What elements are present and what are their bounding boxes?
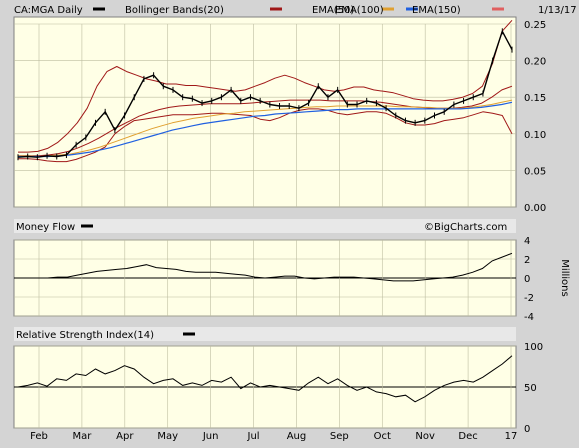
- month-label: May: [157, 431, 178, 442]
- bollinger-upper-line: [18, 19, 513, 153]
- month-label: Oct: [374, 431, 391, 442]
- rsi-title-bar: [14, 327, 516, 341]
- rsi-grid: [14, 345, 516, 429]
- rsi-line: [17, 355, 513, 403]
- legend-label-bollinger: Bollinger Bands(20): [125, 5, 224, 16]
- month-label: Sep: [330, 431, 349, 442]
- price-yaxis: 0.00 0.05 0.10 0.15 0.20 0.25: [524, 20, 546, 214]
- price-tick-label: 0.10: [524, 130, 546, 141]
- rsi-tick-label: 100: [524, 342, 543, 353]
- watermark: ©BigCharts.com: [424, 222, 507, 233]
- price-tick-label: 0.15: [524, 93, 546, 104]
- moneyflow-tick-label: 4: [524, 236, 530, 247]
- legend-label-ema100: EMA(100): [335, 5, 384, 16]
- rsi-tick-label: 0: [524, 424, 530, 435]
- month-label: Mar: [72, 431, 92, 442]
- moneyflow-line: [18, 252, 513, 282]
- rsi-yaxis: 100 50 0: [524, 342, 543, 435]
- ema150-line: [18, 101, 513, 158]
- month-label: Nov: [415, 431, 435, 442]
- price-tick-label: 0.05: [524, 166, 546, 177]
- price-tick-label: 0.20: [524, 57, 546, 68]
- ema100-line: [18, 99, 513, 157]
- rsi-series-group: [17, 355, 513, 403]
- chart-date: 1/13/17: [538, 5, 577, 16]
- moneyflow-title-bar: [14, 219, 516, 233]
- price-series-group: [17, 19, 513, 163]
- month-label: Jun: [202, 431, 219, 442]
- price-line: [17, 30, 513, 158]
- moneyflow-tick-label: 0: [524, 274, 530, 285]
- symbol-label: CA:MGA Daily: [14, 5, 83, 16]
- month-label: Feb: [30, 431, 48, 442]
- ema50-line: [18, 85, 513, 157]
- month-label: Jul: [247, 431, 260, 442]
- legend-label-ema50: EMA(50): [312, 5, 354, 16]
- price-panel: [13, 16, 517, 208]
- month-label: Aug: [287, 431, 307, 442]
- moneyflow-tick-label: 2: [524, 255, 530, 266]
- moneyflow-title: Money Flow: [16, 222, 75, 233]
- chart-header: CA:MGA Daily Bollinger Bands(20) EMA(50)…: [14, 5, 577, 16]
- month-label: Apr: [116, 431, 134, 442]
- month-axis: Feb Mar Apr May Jun Jul Aug Sep Oct Nov Dec 17: [30, 431, 517, 442]
- rsi-tick-label: 50: [524, 383, 537, 394]
- month-label: 17: [505, 431, 518, 442]
- legend-label-ema150: EMA(150): [412, 5, 461, 16]
- rsi-title: Relative Strength Index(14): [16, 330, 154, 341]
- moneyflow-tick-label: -4: [524, 312, 534, 323]
- moneyflow-series-group: [18, 252, 513, 282]
- moneyflow-ylabel: Millions: [559, 259, 570, 296]
- month-label: Dec: [458, 431, 477, 442]
- moneyflow-yaxis: 4 2 0 -2 -4: [524, 236, 534, 323]
- price-tick-label: 0.00: [524, 203, 546, 214]
- price-tick-label: 0.25: [524, 20, 546, 31]
- moneyflow-tick-label: -2: [524, 293, 534, 304]
